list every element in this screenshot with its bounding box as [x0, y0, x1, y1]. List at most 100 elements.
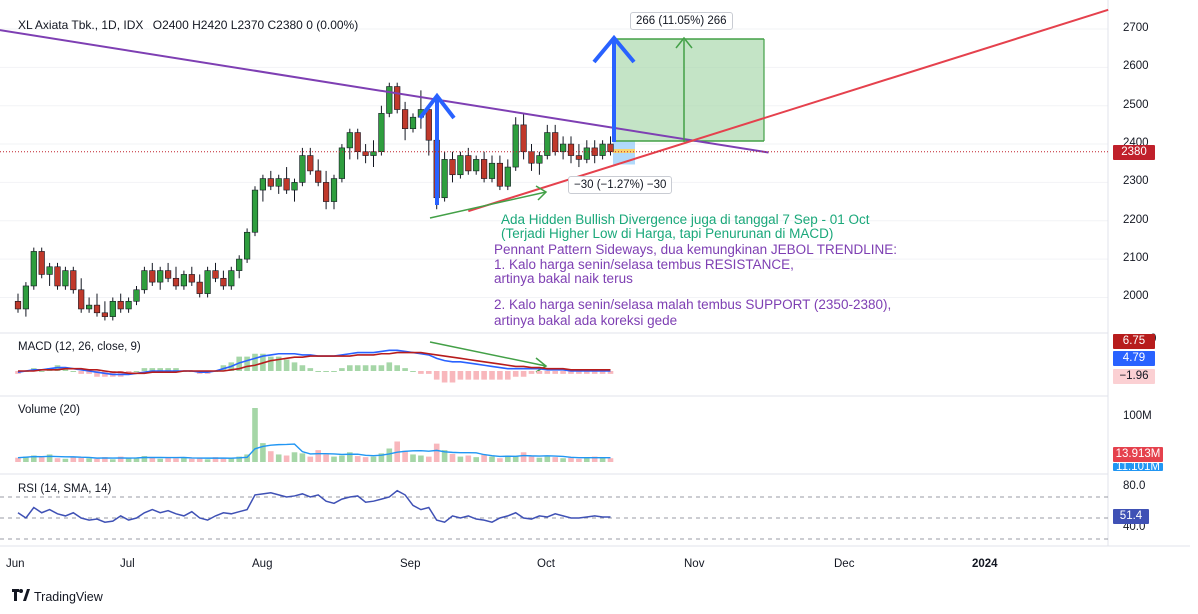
candle-body [251, 189, 259, 233]
candle [401, 101, 409, 141]
higher-low-arrow-head [535, 185, 548, 201]
candle-body [528, 151, 535, 164]
volume-bar [133, 457, 140, 462]
volume-bar [78, 457, 84, 462]
macd-histogram-bar [378, 365, 385, 371]
macd-histogram-bar [133, 371, 140, 372]
candle-body [165, 270, 172, 279]
annotation-arrows[interactable] [418, 34, 693, 373]
breakout-arrow-head [592, 34, 636, 64]
candle-body [236, 258, 243, 271]
macd-histogram-bar [331, 371, 337, 372]
volume-bar [410, 454, 416, 462]
candle [425, 105, 432, 156]
candle-body [267, 178, 274, 187]
time-tick-label: Sep [400, 558, 421, 570]
candle [165, 262, 172, 283]
candle-body [536, 155, 543, 164]
candle-body [299, 155, 306, 183]
volume-bar [505, 455, 511, 462]
pullback-arrow-head [418, 92, 456, 120]
candle [583, 140, 590, 164]
macd-histogram-bar [165, 368, 171, 371]
volume-bar [362, 457, 369, 462]
candle-body [496, 162, 504, 187]
macd-histogram-bar [560, 371, 566, 374]
volume-bar [31, 455, 37, 462]
volume-bar [125, 458, 132, 462]
candle [117, 293, 124, 313]
candle-body [401, 109, 409, 130]
last-price-tag: 2380 [1113, 145, 1155, 160]
volume-bar [607, 458, 614, 462]
macd-histogram-bar [418, 371, 424, 374]
stop-measure-box[interactable]: −30 (−1.27%) −30 [568, 176, 673, 194]
pennant-note-option2-b: artinya bakal ada koreksi gede [494, 313, 678, 328]
macd-histogram-bar [591, 371, 598, 374]
macd-histogram-bar [481, 371, 487, 380]
macd-histogram-bar [568, 371, 574, 374]
candle-body [520, 124, 527, 153]
histogram-value-tag: −1.96 [1113, 369, 1155, 384]
candle [228, 266, 235, 290]
volume-bar [275, 454, 282, 462]
candle-body [386, 86, 393, 114]
candle-body [607, 143, 614, 153]
time-tick-label: Nov [684, 558, 705, 570]
candle [496, 155, 504, 191]
macd-histogram-bar [307, 368, 314, 371]
price-tick-label: 2100 [1123, 252, 1149, 265]
volume-title: Volume (20) [18, 404, 81, 416]
candle-body [46, 266, 53, 275]
candle [46, 262, 53, 286]
candle-body [172, 277, 180, 287]
volume-axis-label: 100M [1123, 410, 1152, 422]
macd-histogram-bar [38, 371, 45, 372]
candle [133, 285, 140, 306]
volume-bar [339, 455, 345, 462]
macd-histogram-bar [354, 365, 361, 371]
candle-body [378, 113, 385, 153]
macd-histogram-bar [339, 368, 345, 371]
candle-body [362, 151, 369, 156]
candle-body [188, 274, 195, 283]
price-tick-label: 2500 [1123, 98, 1149, 111]
candle [559, 136, 567, 160]
candle [283, 167, 290, 194]
candle [370, 140, 377, 168]
tradingview-icon [12, 589, 30, 604]
candle-body [567, 143, 575, 156]
macd-histogram-bar [552, 371, 558, 374]
candle [149, 262, 156, 286]
macd-histogram-bar [141, 368, 148, 371]
tradingview-logo[interactable]: TradingView [12, 589, 103, 604]
volume-bar [520, 452, 527, 462]
candle-body [599, 143, 606, 156]
candle-body [315, 170, 322, 183]
volume-bar [252, 408, 258, 462]
candle-body [465, 155, 472, 172]
macd-histogram-bar [584, 371, 590, 374]
candle [567, 136, 575, 164]
candle-body [512, 124, 519, 168]
volume-bar [481, 454, 487, 462]
candle-body [204, 270, 211, 294]
rsi-value-tag: 51.4 [1113, 509, 1149, 524]
price-tick-label: 2300 [1123, 175, 1149, 188]
candle-body [141, 270, 148, 291]
time-tick-label: Aug [252, 558, 273, 570]
candle [244, 228, 251, 263]
trendlines[interactable] [0, 4, 1109, 213]
candle-body [117, 300, 124, 310]
time-tick-label: Oct [537, 558, 555, 570]
candle-body [449, 159, 456, 176]
candle-body [473, 159, 480, 172]
rsi-pane [0, 489, 1108, 540]
candle [465, 147, 472, 175]
volume-bar [552, 457, 558, 462]
volume-bar [260, 443, 266, 462]
long-position-box[interactable] [613, 38, 765, 165]
candle [78, 278, 85, 313]
candle [536, 151, 543, 175]
target-measure-box[interactable]: 266 (11.05%) 266 [630, 12, 733, 30]
